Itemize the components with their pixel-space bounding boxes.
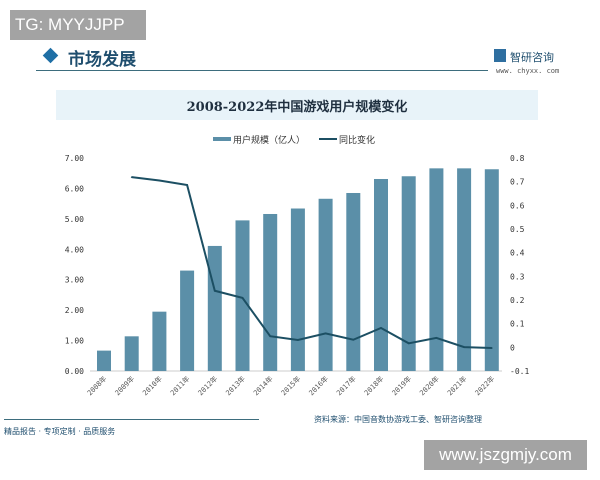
- slogan: 精品报告 · 专项定制 · 品质服务: [4, 427, 116, 436]
- brand-name: 智研咨询: [510, 51, 554, 64]
- bar-2015年: [290, 208, 305, 371]
- x-tick-label: 2018年: [362, 374, 385, 397]
- x-tick-label: 2011年: [168, 374, 191, 397]
- legend-bar-label: 用户规模（亿人）: [233, 134, 305, 146]
- x-tick-label: 2021年: [445, 374, 468, 397]
- legend-line-label: 同比变化: [339, 134, 375, 146]
- left-tick-label: 2.00: [65, 306, 84, 315]
- yoy-point-2010年: [158, 179, 161, 182]
- overlay-watermark: www.jszgmjy.com: [424, 440, 587, 470]
- right-tick-label: 0.5: [510, 225, 525, 234]
- title-band: [56, 90, 538, 120]
- yoy-point-2014年: [269, 335, 272, 338]
- right-tick-label: 0.1: [510, 320, 525, 329]
- right-tick-label: 0.3: [510, 272, 525, 281]
- yoy-point-2018年: [380, 327, 382, 329]
- right-tick-label: 0.2: [510, 296, 525, 305]
- yoy-line: [131, 176, 492, 350]
- left-tick-label: 5.00: [65, 215, 84, 224]
- x-tick-label: 2017年: [334, 374, 357, 397]
- left-tick-label: 6.00: [65, 184, 84, 193]
- yoy-point-2015年: [297, 339, 299, 341]
- bar-2016年: [318, 198, 333, 371]
- right-tick-label: 0.6: [510, 201, 525, 210]
- right-tick-label: 0.7: [510, 178, 525, 187]
- x-tick-label: 2014年: [251, 374, 274, 397]
- yoy-point-2011年: [186, 184, 188, 186]
- right-tick-label: -0.1: [510, 367, 529, 376]
- bar-2010年: [152, 311, 167, 371]
- x-tick-label: 2016年: [307, 374, 330, 397]
- bar-2009年: [124, 336, 139, 371]
- yoy-point-2021年: [463, 346, 465, 348]
- header-divider: [36, 70, 488, 71]
- overlay-tag: TG: MYYJJPP: [10, 10, 146, 40]
- bar-2021年: [457, 168, 472, 371]
- x-tick-label: 2019年: [390, 374, 413, 397]
- footer-divider: [4, 419, 259, 420]
- chart-title: 2008-2022年中国游戏用户规模变化: [186, 100, 408, 115]
- brand-url: www. chyxx. com: [496, 67, 560, 75]
- x-tick-label: 2008年: [85, 374, 108, 397]
- source-note: 资料来源：中国音数协游戏工委、智研咨询整理: [314, 415, 482, 424]
- yoy-point-2022年: [491, 347, 493, 349]
- yoy-point-2020年: [435, 337, 438, 339]
- yoy-point-2019年: [407, 342, 410, 345]
- legend-bar-swatch: [213, 137, 231, 141]
- yoy-point-2017年: [352, 338, 355, 341]
- bar-2017年: [346, 192, 361, 371]
- yoy-point-2012年: [214, 289, 216, 292]
- bar-2020年: [429, 168, 444, 371]
- bar-2014年: [263, 213, 278, 371]
- left-tick-label: 3.00: [65, 276, 84, 285]
- bar-2019年: [401, 176, 416, 371]
- bar-2018年: [374, 178, 388, 371]
- bar-2008年: [97, 350, 111, 371]
- right-tick-label: 0.8: [510, 154, 525, 163]
- bar-2011年: [180, 270, 195, 371]
- section-title: 市场发展: [68, 50, 136, 70]
- bar-2022年: [484, 169, 499, 371]
- brand-logo-icon: [494, 49, 506, 62]
- x-tick-label: 2010年: [141, 374, 164, 397]
- x-tick-label: 2009年: [113, 374, 136, 397]
- left-tick-label: 7.00: [65, 154, 84, 163]
- x-tick-label: 2015年: [279, 374, 302, 397]
- bar-2013年: [235, 220, 250, 371]
- right-tick-label: 0.4: [510, 249, 525, 258]
- yoy-point-2013年: [241, 297, 244, 299]
- x-tick-label: 2013年: [224, 374, 247, 397]
- x-tick-label: 2020年: [418, 374, 441, 397]
- legend: 用户规模（亿人） 同比变化: [213, 134, 375, 146]
- x-tick-label: 2022年: [473, 374, 496, 397]
- right-tick-label: 0: [510, 343, 515, 352]
- yoy-point-2016年: [324, 332, 327, 335]
- left-tick-label: 1.00: [65, 337, 84, 346]
- bar-2012年: [207, 245, 222, 371]
- x-tick-label: 2012年: [196, 374, 219, 397]
- yoy-point-2009年: [130, 176, 133, 178]
- left-tick-label: 0.00: [65, 367, 84, 376]
- left-tick-label: 4.00: [65, 245, 84, 254]
